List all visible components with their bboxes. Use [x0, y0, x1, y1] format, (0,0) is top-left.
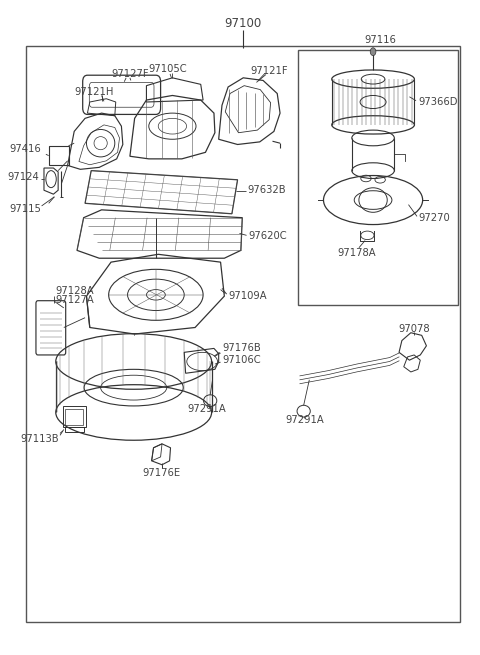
Text: 97620C: 97620C [248, 231, 287, 241]
Text: 97105C: 97105C [148, 64, 187, 74]
Text: 97632B: 97632B [247, 185, 286, 195]
Text: 97109A: 97109A [228, 291, 267, 301]
Text: 97291A: 97291A [285, 415, 324, 425]
Text: 97178A: 97178A [337, 248, 376, 258]
Text: 97176B: 97176B [222, 343, 261, 354]
Text: 97366D: 97366D [418, 97, 457, 107]
Text: 97124: 97124 [8, 172, 39, 182]
Text: 97127A: 97127A [55, 295, 94, 305]
Text: 97127F: 97127F [111, 69, 149, 79]
Text: 97416: 97416 [10, 144, 42, 154]
Text: 97078: 97078 [398, 324, 430, 334]
Text: 97121H: 97121H [75, 87, 114, 97]
Text: 97128A: 97128A [55, 286, 94, 296]
Text: 97176E: 97176E [143, 468, 180, 477]
Text: 97270: 97270 [418, 214, 450, 223]
Circle shape [370, 48, 376, 56]
Text: 97121F: 97121F [251, 66, 288, 76]
Text: 97100: 97100 [225, 17, 262, 30]
Text: 97113B: 97113B [21, 434, 59, 443]
Text: 97116: 97116 [364, 35, 396, 45]
Text: 97106C: 97106C [222, 355, 261, 365]
Text: 97291A: 97291A [187, 404, 226, 414]
Text: 97115: 97115 [10, 204, 42, 214]
